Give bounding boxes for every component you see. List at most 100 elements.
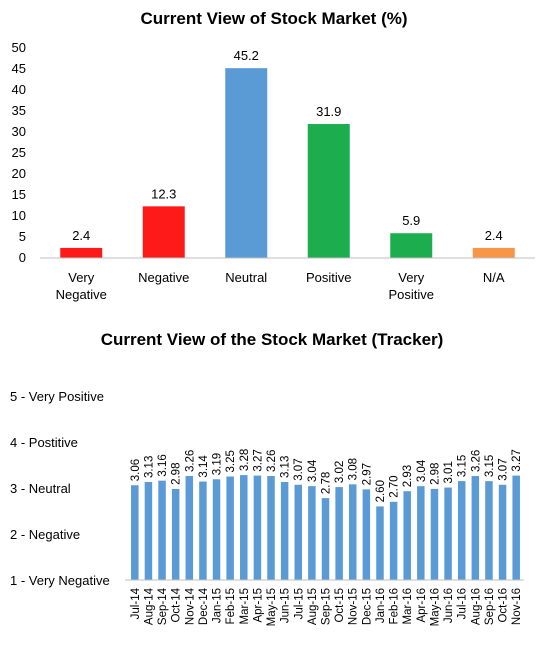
chart-2-category-label: Mar-16 bbox=[402, 588, 414, 624]
chart-1-value-label: 45.2 bbox=[234, 48, 259, 63]
chart-2-bar bbox=[294, 484, 303, 580]
chart-2-value-label: 3.07 bbox=[498, 458, 510, 480]
chart-1-category-label: Negative bbox=[138, 270, 189, 285]
chart-1-y-tick: 40 bbox=[12, 82, 26, 97]
chart-2-bar bbox=[144, 482, 153, 580]
chart-2-bar bbox=[253, 475, 262, 580]
chart-2-value-label: 3.28 bbox=[239, 449, 251, 471]
chart-2-y-tick: 3 - Neutral bbox=[10, 481, 71, 496]
chart-2-category-label: Jul-15 bbox=[293, 588, 305, 619]
chart-2-value-label: 3.13 bbox=[143, 456, 155, 478]
chart-2-category-label: Aug-15 bbox=[307, 588, 319, 625]
chart-2-category-label: Jan-16 bbox=[375, 588, 387, 623]
chart-2-category-label: Sep-16 bbox=[484, 588, 496, 625]
chart-2-value-label: 3.27 bbox=[511, 449, 523, 471]
chart-2-bar bbox=[362, 489, 371, 580]
chart-2-value-label: 3.26 bbox=[184, 450, 196, 472]
chart-1-category-label: Neutral bbox=[225, 270, 267, 285]
chart-1-category-label: N/A bbox=[483, 270, 505, 285]
chart-2-value-label: 3.08 bbox=[348, 458, 360, 480]
chart-2-bar bbox=[471, 476, 480, 580]
chart-2-category-label: Sep-14 bbox=[157, 587, 169, 625]
chart-2-category-label: Jul-16 bbox=[457, 588, 469, 619]
chart-2-value-label: 3.26 bbox=[266, 450, 278, 472]
chart-2-value-label: 3.16 bbox=[157, 454, 169, 476]
chart-1: Current View of Stock Market (%) 0 5 10 15 2… bbox=[12, 9, 535, 302]
chart-2: Current View of the Stock Market (Tracke… bbox=[10, 330, 524, 626]
chart-2-bar bbox=[131, 485, 139, 580]
chart-2-y-tick: 5 - Very Positive bbox=[10, 389, 104, 404]
chart-2-value-label: 2.78 bbox=[321, 472, 333, 494]
chart-2-value-label: 3.26 bbox=[470, 450, 482, 472]
chart-2-y-tick: 1 - Very Negative bbox=[10, 573, 110, 588]
chart-2-category-label: Aug-16 bbox=[470, 588, 482, 625]
chart-1-bar bbox=[472, 247, 515, 258]
chart-1-y-tick: 5 bbox=[19, 229, 26, 244]
chart-2-category-label: Oct-16 bbox=[498, 588, 510, 623]
chart-2-y-tick: 4 - Postitive bbox=[10, 435, 78, 450]
chart-2-value-label: 2.70 bbox=[389, 475, 401, 497]
chart-2-bar bbox=[403, 491, 411, 580]
chart-2-category-label: Mar-15 bbox=[239, 588, 251, 624]
chart-2-category-label: Sep-15 bbox=[321, 588, 333, 625]
chart-2-category-label: Apr-16 bbox=[416, 588, 428, 623]
chart-2-bar bbox=[485, 481, 493, 580]
chart-2-title: Current View of the Stock Market (Tracke… bbox=[101, 330, 444, 349]
chart-1-bar bbox=[307, 124, 350, 259]
chart-2-category-label: Jan-15 bbox=[212, 588, 224, 623]
chart-2-bar bbox=[389, 501, 398, 580]
chart-1-category-label: Positive bbox=[388, 287, 434, 302]
chart-2-bar bbox=[417, 486, 425, 580]
chart-2-category-label: Aug-14 bbox=[143, 587, 155, 625]
chart-1-y-tick: 20 bbox=[12, 166, 26, 181]
chart-1-title: Current View of Stock Market (%) bbox=[140, 9, 407, 28]
chart-2-y-tick: 2 - Negative bbox=[10, 527, 80, 542]
chart-2-value-label: 2.97 bbox=[361, 463, 373, 485]
chart-2-bar bbox=[444, 487, 452, 580]
chart-2-value-label: 3.04 bbox=[416, 459, 428, 482]
chart-2-category-label: Oct-15 bbox=[334, 588, 346, 623]
chart-2-category-label: Jul-14 bbox=[130, 587, 142, 619]
chart-1-category-label: Very bbox=[68, 270, 95, 285]
chart-1-y-tick: 0 bbox=[19, 250, 26, 265]
chart-2-category-label: Dec-14 bbox=[198, 587, 210, 625]
chart-2-value-label: 3.15 bbox=[484, 455, 496, 477]
chart-1-y-tick: 50 bbox=[12, 40, 26, 55]
chart-2-value-label: 3.27 bbox=[252, 449, 264, 471]
chart-1-bar bbox=[142, 206, 185, 258]
chart-1-bar bbox=[60, 247, 103, 258]
chart-2-bar bbox=[512, 475, 520, 580]
chart-1-value-label: 12.3 bbox=[151, 186, 176, 201]
chart-2-bar bbox=[280, 482, 289, 580]
chart-1-y-tick: 15 bbox=[12, 187, 26, 202]
chart-2-value-label: 3.13 bbox=[280, 456, 292, 478]
chart-2-bar bbox=[199, 481, 207, 580]
chart-1-y-tick: 45 bbox=[12, 61, 26, 76]
chart-2-value-label: 3.04 bbox=[307, 459, 319, 482]
chart-1-category-label: Very bbox=[398, 270, 425, 285]
chart-2-bar bbox=[158, 480, 166, 580]
chart-2-category-label: Nov-16 bbox=[511, 588, 523, 625]
chart-1-value-label: 5.9 bbox=[402, 213, 420, 228]
chart-1-y-tick: 10 bbox=[12, 208, 26, 223]
chart-2-bar bbox=[185, 476, 194, 580]
chart-2-category-label: May-15 bbox=[266, 588, 278, 626]
chart-2-value-label: 2.98 bbox=[171, 463, 183, 485]
chart-1-category-label: Negative bbox=[56, 287, 107, 302]
chart-2-bar bbox=[335, 487, 343, 580]
chart-2-bar bbox=[457, 481, 466, 580]
chart-2-value-label: 2.93 bbox=[402, 465, 414, 487]
chart-2-category-label: Oct-14 bbox=[171, 587, 183, 622]
chart-2-value-label: 3.19 bbox=[212, 453, 224, 475]
chart-2-value-label: 2.60 bbox=[375, 480, 387, 502]
chart-2-value-label: 3.01 bbox=[443, 461, 455, 483]
chart-2-category-label: Dec-15 bbox=[361, 588, 373, 625]
chart-2-value-label: 3.06 bbox=[130, 459, 142, 481]
chart-2-category-label: Jun-15 bbox=[280, 588, 292, 623]
chart-1-value-label: 2.4 bbox=[485, 228, 503, 243]
chart-1-y-tick: 25 bbox=[12, 145, 26, 160]
chart-2-bar bbox=[226, 476, 234, 580]
chart-2-category-label: Jun-16 bbox=[443, 588, 455, 623]
chart-1-value-label: 31.9 bbox=[316, 104, 341, 119]
